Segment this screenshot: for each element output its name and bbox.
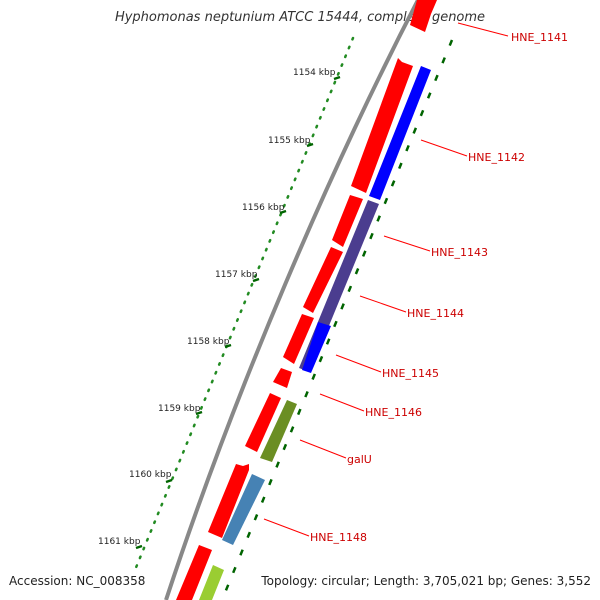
kbp-label: 1155 kbp: [268, 136, 311, 146]
kbp-tick-mark: [224, 343, 232, 349]
kbp-tick-mark: [252, 277, 260, 283]
cds-arrow-forward: [332, 195, 363, 247]
kbp-tick-mark: [333, 75, 341, 81]
kbp-tick-mark: [195, 410, 203, 416]
kbp-label: 1160 kbp: [129, 470, 172, 480]
leader-line: [383, 235, 431, 252]
kbp-label: 1154 kbp: [293, 68, 336, 78]
gene-label-hne-1145[interactable]: HNE_1145: [382, 367, 439, 380]
forward-strand: [176, 0, 437, 600]
cds-arrow-reverse: [260, 400, 297, 462]
reverse-strand: [199, 66, 431, 600]
topology-text: Topology: circular; Length: 3,705,021 bp…: [261, 574, 591, 588]
kbp-tick-mark: [135, 544, 143, 550]
cds-arrow-forward: [273, 368, 292, 388]
inner-tick-rail: [220, 39, 454, 600]
cds-arrow-forward: [283, 314, 314, 364]
cds-arrow-forward: [303, 247, 343, 313]
kbp-tick-mark: [279, 209, 287, 215]
label-leader-lines: [263, 22, 509, 537]
kbp-label: 1159 kbp: [158, 404, 201, 414]
cds-arrow-reverse: [369, 66, 431, 200]
cds-arrow-forward: [351, 58, 413, 193]
cds-arrow-forward: [410, 0, 437, 32]
leader-line: [457, 22, 509, 37]
kbp-label: 1158 kbp: [187, 337, 230, 347]
kbp-label: 1157 kbp: [215, 270, 258, 280]
gene-label-hne-1143[interactable]: HNE_1143: [431, 246, 488, 259]
cds-arrow-forward: [245, 393, 281, 452]
kbp-label: 1161 kbp: [98, 537, 141, 547]
kbp-tick-marks: [135, 75, 341, 550]
kbp-tick-mark: [165, 478, 173, 484]
cds-arrow-forward: [208, 464, 249, 538]
gene-label-hne-1144[interactable]: HNE_1144: [407, 307, 464, 320]
gene-label-hne-1146[interactable]: HNE_1146: [365, 406, 422, 419]
genome-title: Hyphomonas neptunium ATCC 15444, complet…: [114, 10, 486, 25]
genome-backbone: [164, 0, 420, 600]
kbp-label: 1156 kbp: [242, 203, 285, 213]
cds-arrow-reverse: [199, 565, 224, 600]
leader-line: [335, 354, 382, 373]
cds-arrow-forward: [176, 545, 212, 600]
leader-line: [299, 439, 347, 459]
leader-line: [263, 518, 310, 537]
accession-text: Accession: NC_008358: [9, 574, 146, 588]
leader-line: [319, 393, 365, 412]
outer-dotted-scale: [133, 36, 355, 572]
gene-label-hne-1142[interactable]: HNE_1142: [468, 151, 525, 164]
cds-arrow-reverse: [222, 474, 265, 545]
gene-label-galu[interactable]: galU: [347, 453, 372, 466]
cds-arrow-reverse: [302, 322, 331, 373]
gene-label-hne-1141[interactable]: HNE_1141: [511, 31, 568, 44]
leader-line: [420, 139, 468, 157]
kbp-tick-mark: [306, 142, 314, 148]
leader-line: [359, 295, 407, 313]
gene-label-hne-1148[interactable]: HNE_1148: [310, 531, 367, 544]
